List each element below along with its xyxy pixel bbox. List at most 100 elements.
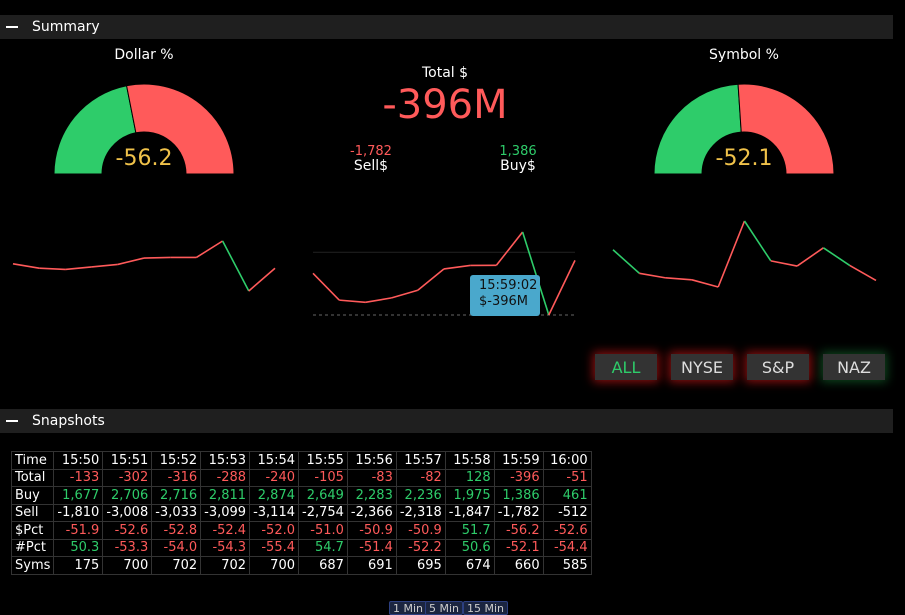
total-sparkline-segment xyxy=(365,298,391,302)
table-cell: 2,649 xyxy=(299,487,348,505)
symbol-gauge-label: Symbol % xyxy=(684,47,804,63)
table-cell: -53.3 xyxy=(103,539,152,557)
table-cell: 54.7 xyxy=(299,539,348,557)
table-cell: -396 xyxy=(494,469,543,487)
table-cell: -2,366 xyxy=(347,504,396,522)
total-sparkline-segment xyxy=(392,290,418,298)
total-sparkline-segment xyxy=(418,269,444,290)
dollar-gauge-label: Dollar % xyxy=(84,47,204,63)
table-cell: -3,008 xyxy=(103,504,152,522)
table-cell: 2,874 xyxy=(250,487,299,505)
table-cell: 702 xyxy=(152,557,201,575)
table-cell: -52.6 xyxy=(103,522,152,540)
sell-label: Sell$ xyxy=(331,158,411,174)
row-label: #Pct xyxy=(12,539,54,557)
table-cell: 128 xyxy=(445,469,494,487)
table-cell: -1,810 xyxy=(54,504,103,522)
table-cell: 175 xyxy=(54,557,103,575)
filter-all-button[interactable]: ALL xyxy=(595,354,657,380)
table-cell: -52.4 xyxy=(201,522,250,540)
table-cell: 2,283 xyxy=(347,487,396,505)
table-cell: 16:00 xyxy=(543,452,591,470)
table-cell: -240 xyxy=(250,469,299,487)
table-cell: 1,677 xyxy=(54,487,103,505)
table-cell: 15:56 xyxy=(347,452,396,470)
snapshots-header[interactable]: Snapshots xyxy=(0,409,893,433)
table-cell: -316 xyxy=(152,469,201,487)
table-cell: -82 xyxy=(396,469,445,487)
summary-header[interactable]: Summary xyxy=(0,15,893,39)
table-cell: -512 xyxy=(543,504,591,522)
row-label: Total xyxy=(12,469,54,487)
table-cell: -52.8 xyxy=(152,522,201,540)
table-cell: -50.9 xyxy=(347,522,396,540)
table-cell: 687 xyxy=(299,557,348,575)
table-cell: 51.7 xyxy=(445,522,494,540)
table-cell: 2,706 xyxy=(103,487,152,505)
collapse-icon[interactable] xyxy=(6,26,18,28)
table-cell: 15:54 xyxy=(250,452,299,470)
dollar-pct-sparkline-segment xyxy=(118,258,144,264)
row-label: Buy xyxy=(12,487,54,505)
symbol-pct-sparkline-segment xyxy=(823,248,849,266)
timeframe-1min-button[interactable]: 1 Min xyxy=(389,601,427,615)
row-label: Sell xyxy=(12,504,54,522)
table-cell: -52.1 xyxy=(494,539,543,557)
table-cell: -55.4 xyxy=(250,539,299,557)
collapse-icon[interactable] xyxy=(6,420,18,422)
table-cell: 674 xyxy=(445,557,494,575)
sell-value: -1,782 xyxy=(331,144,411,159)
filter-naz-button[interactable]: NAZ xyxy=(823,354,885,380)
table-cell: -52.2 xyxy=(396,539,445,557)
table-cell: 700 xyxy=(250,557,299,575)
symbol-gauge-value: -52.1 xyxy=(694,146,794,171)
table-cell: 15:51 xyxy=(103,452,152,470)
total-sparkline-segment xyxy=(313,273,339,300)
filter-sp-button[interactable]: S&P xyxy=(747,354,809,380)
table-cell: 700 xyxy=(103,557,152,575)
table-cell: 15:50 xyxy=(54,452,103,470)
dollar-pct-sparkline-segment xyxy=(196,241,222,257)
symbol-pct-sparkline-segment xyxy=(718,221,744,287)
dollar-pct-sparkline-segment xyxy=(144,257,170,258)
table-cell: -56.2 xyxy=(494,522,543,540)
table-cell: -2,318 xyxy=(396,504,445,522)
table-row: $Pct-51.9-52.6-52.8-52.4-52.0-51.0-50.9-… xyxy=(12,522,592,540)
table-cell: -1,847 xyxy=(445,504,494,522)
snapshots-title: Snapshots xyxy=(32,413,105,429)
timeframe-5min-button[interactable]: 5 Min xyxy=(425,601,463,615)
table-cell: -52.6 xyxy=(543,522,591,540)
table-cell: -1,782 xyxy=(494,504,543,522)
symbol-pct-sparkline-segment xyxy=(745,221,771,261)
symbol-pct-sparkline-segment xyxy=(692,280,718,287)
summary-title: Summary xyxy=(32,19,100,35)
table-cell: 702 xyxy=(201,557,250,575)
dollar-pct-sparkline-segment xyxy=(65,267,91,270)
table-cell: 660 xyxy=(494,557,543,575)
table-cell: -3,099 xyxy=(201,504,250,522)
table-cell: -51.4 xyxy=(347,539,396,557)
table-cell: 15:59 xyxy=(494,452,543,470)
total-sparkline-segment xyxy=(549,260,575,315)
table-cell: 1,975 xyxy=(445,487,494,505)
table-cell: -288 xyxy=(201,469,250,487)
table-cell: -2,754 xyxy=(299,504,348,522)
table-row: Sell-1,810-3,008-3,033-3,099-3,114-2,754… xyxy=(12,504,592,522)
dollar-pct-sparkline-segment xyxy=(92,264,118,267)
buy-value: 1,386 xyxy=(478,144,558,159)
table-cell: 695 xyxy=(396,557,445,575)
table-cell: 15:58 xyxy=(445,452,494,470)
table-cell: -50.9 xyxy=(396,522,445,540)
timeframe-15min-button[interactable]: 15 Min xyxy=(463,601,508,615)
table-cell: 2,236 xyxy=(396,487,445,505)
chart-tooltip: 15:59:02 $-396M xyxy=(470,275,540,316)
filter-nyse-button[interactable]: NYSE xyxy=(671,354,733,380)
symbol-pct-sparkline-segment xyxy=(639,273,665,278)
table-cell: -83 xyxy=(347,469,396,487)
symbol-pct-sparkline-segment xyxy=(771,261,797,266)
table-cell: 50.6 xyxy=(445,539,494,557)
